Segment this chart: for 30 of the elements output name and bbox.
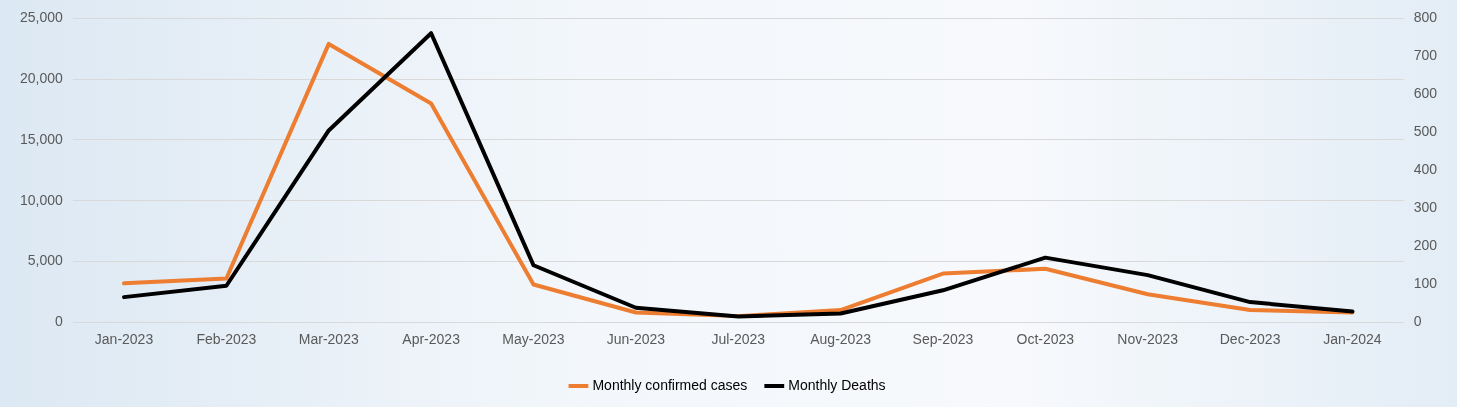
x-tick-label: Sep-2023: [912, 331, 974, 348]
y2-tick-label: 0: [1413, 313, 1422, 330]
x-tick-label: Aug-2023: [810, 331, 872, 348]
y2-tick-label: 600: [1413, 85, 1438, 102]
x-tick-label: Apr-2023: [402, 331, 461, 348]
y2-tick-label: 800: [1413, 9, 1438, 26]
x-tick-label: May-2023: [502, 331, 565, 348]
y-tick-label: 25,000: [19, 9, 64, 26]
y-tick-label: 15,000: [19, 130, 64, 147]
x-tick-label: Feb-2023: [196, 331, 257, 348]
x-tick-label: Nov-2023: [1117, 331, 1179, 348]
x-tick-label: Jan-2023: [94, 331, 154, 348]
y2-tick-label: 300: [1413, 199, 1438, 216]
x-tick-label: Jun-2023: [606, 331, 666, 348]
x-tick-label: Jul-2023: [711, 331, 766, 348]
y2-tick-label: 100: [1413, 275, 1438, 292]
legend-label: Monthly Deaths: [788, 376, 886, 393]
y-tick-label: 10,000: [19, 191, 64, 208]
y-tick-label: 0: [55, 313, 64, 330]
x-tick-label: Oct-2023: [1016, 331, 1075, 348]
y2-tick-label: 200: [1413, 237, 1438, 254]
x-tick-label: Jan-2024: [1323, 331, 1382, 348]
y-tick-label: 5,000: [27, 252, 64, 269]
legend-label: Monthly confirmed cases: [592, 376, 748, 393]
y2-tick-label: 700: [1413, 47, 1438, 64]
y-tick-label: 20,000: [19, 70, 64, 87]
x-tick-label: Mar-2023: [298, 331, 359, 348]
y2-tick-label: 400: [1413, 161, 1438, 178]
y2-tick-label: 500: [1413, 123, 1438, 140]
x-tick-label: Dec-2023: [1219, 331, 1281, 348]
